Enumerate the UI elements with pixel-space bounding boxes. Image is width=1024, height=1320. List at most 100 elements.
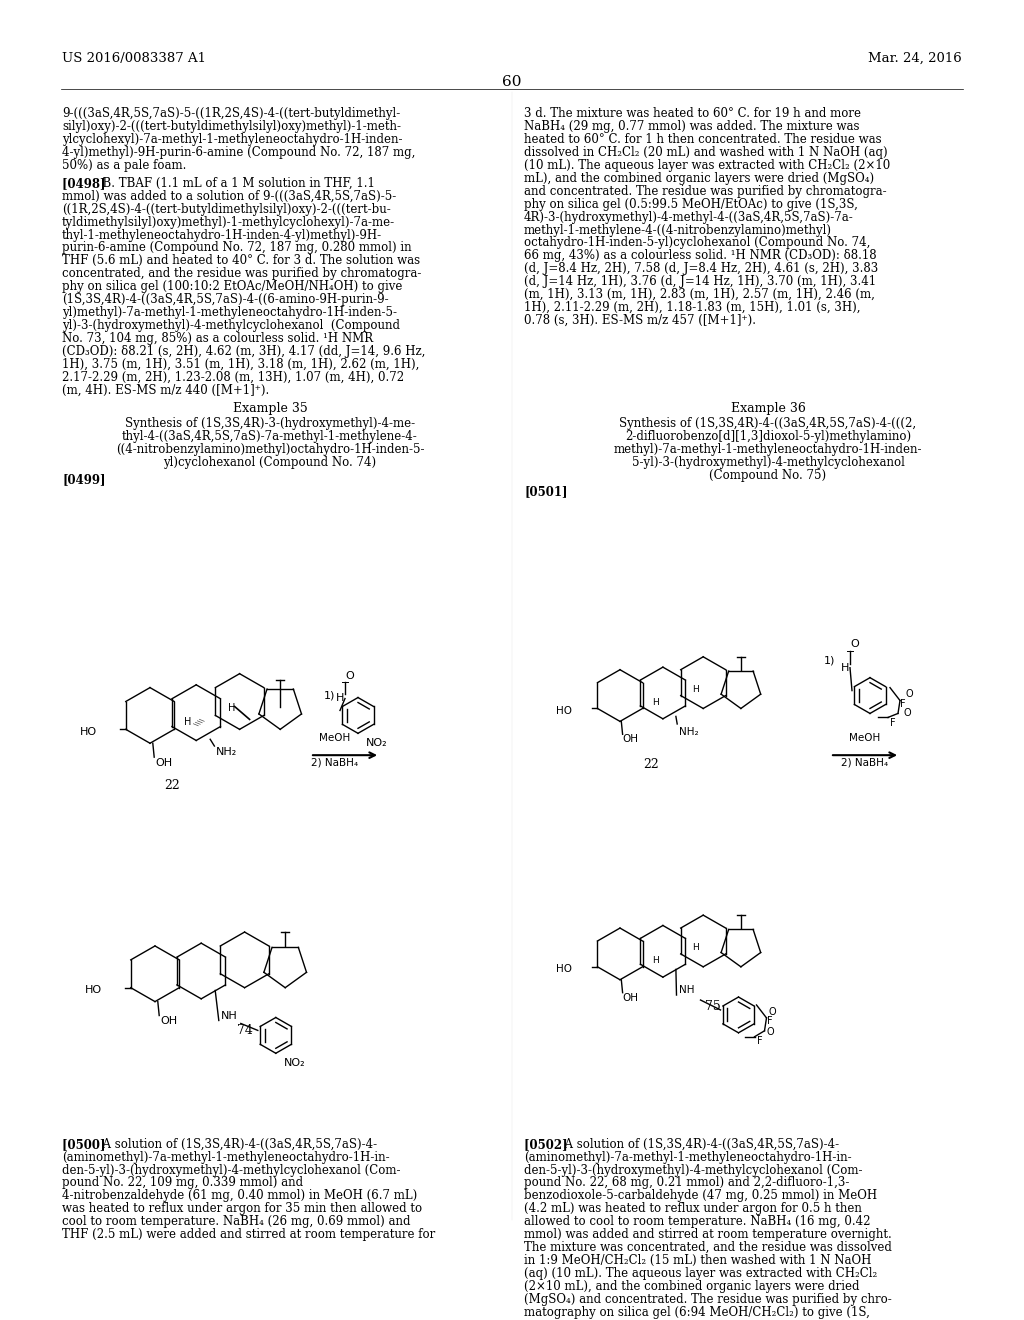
Text: THF (2.5 mL) were added and stirred at room temperature for: THF (2.5 mL) were added and stirred at r… — [62, 1228, 435, 1241]
Text: F: F — [890, 718, 896, 729]
Text: 2) NaBH₄: 2) NaBH₄ — [842, 758, 889, 767]
Text: 4-nitrobenzaldehyde (61 mg, 0.40 mmol) in MeOH (6.7 mL): 4-nitrobenzaldehyde (61 mg, 0.40 mmol) i… — [62, 1189, 417, 1203]
Text: [0499]: [0499] — [62, 473, 105, 486]
Text: NH: NH — [679, 985, 694, 995]
Text: silyl)oxy)-2-(((tert-butyldimethylsilyl)oxy)methyl)-1-meth-: silyl)oxy)-2-(((tert-butyldimethylsilyl)… — [62, 120, 401, 133]
Text: (d, J=14 Hz, 1H), 3.76 (d, J=14 Hz, 1H), 3.70 (m, 1H), 3.41: (d, J=14 Hz, 1H), 3.76 (d, J=14 Hz, 1H),… — [524, 276, 877, 288]
Text: 22: 22 — [643, 758, 658, 771]
Text: 2) NaBH₄: 2) NaBH₄ — [311, 758, 358, 767]
Text: MeOH: MeOH — [319, 733, 350, 743]
Text: yl)cyclohexanol (Compound No. 74): yl)cyclohexanol (Compound No. 74) — [164, 457, 377, 469]
Text: No. 73, 104 mg, 85%) as a colourless solid. ¹H NMR: No. 73, 104 mg, 85%) as a colourless sol… — [62, 331, 373, 345]
Text: 75: 75 — [706, 1001, 721, 1014]
Text: NH: NH — [221, 1011, 238, 1020]
Text: 50%) as a pale foam.: 50%) as a pale foam. — [62, 158, 186, 172]
Text: (m, 1H), 3.13 (m, 1H), 2.83 (m, 1H), 2.57 (m, 1H), 2.46 (m,: (m, 1H), 3.13 (m, 1H), 2.83 (m, 1H), 2.5… — [524, 288, 874, 301]
Text: H: H — [227, 704, 234, 714]
Text: pound No. 22, 109 mg, 0.339 mmol) and: pound No. 22, 109 mg, 0.339 mmol) and — [62, 1176, 303, 1189]
Text: H: H — [336, 693, 344, 702]
Text: 9-(((3aS,4R,5S,7aS)-5-((1R,2S,4S)-4-((tert-butyldimethyl-: 9-(((3aS,4R,5S,7aS)-5-((1R,2S,4S)-4-((te… — [62, 107, 400, 120]
Text: OH: OH — [623, 993, 639, 1003]
Text: was heated to reflux under argon for 35 min then allowed to: was heated to reflux under argon for 35 … — [62, 1203, 422, 1216]
Text: 1): 1) — [824, 656, 836, 665]
Text: HO: HO — [80, 727, 97, 737]
Text: NO₂: NO₂ — [284, 1059, 305, 1068]
Text: HO: HO — [556, 965, 572, 974]
Text: den-5-yl)-3-(hydroxymethyl)-4-methylcyclohexanol (Com-: den-5-yl)-3-(hydroxymethyl)-4-methylcycl… — [524, 1163, 862, 1176]
Text: OH: OH — [161, 1016, 178, 1026]
Text: H: H — [651, 697, 658, 706]
Text: benzodioxole-5-carbaldehyde (47 mg, 0.25 mmol) in MeOH: benzodioxole-5-carbaldehyde (47 mg, 0.25… — [524, 1189, 878, 1203]
Text: Mar. 24, 2016: Mar. 24, 2016 — [868, 51, 962, 65]
Text: 3 d. The mixture was heated to 60° C. for 19 h and more: 3 d. The mixture was heated to 60° C. fo… — [524, 107, 861, 120]
Text: yl)-3-(hydroxymethyl)-4-methylcyclohexanol  (Compound: yl)-3-(hydroxymethyl)-4-methylcyclohexan… — [62, 319, 400, 331]
Text: thyl-4-((3aS,4R,5S,7aS)-7a-methyl-1-methylene-4-: thyl-4-((3aS,4R,5S,7aS)-7a-methyl-1-meth… — [122, 430, 418, 444]
Text: (10 mL). The aqueous layer was extracted with CH₂Cl₂ (2×10: (10 mL). The aqueous layer was extracted… — [524, 158, 890, 172]
Text: (MgSO₄) and concentrated. The residue was purified by chro-: (MgSO₄) and concentrated. The residue wa… — [524, 1292, 892, 1305]
Text: F: F — [757, 1036, 762, 1045]
Text: in 1:9 MeOH/CH₂Cl₂ (15 mL) then washed with 1 N NaOH: in 1:9 MeOH/CH₂Cl₂ (15 mL) then washed w… — [524, 1254, 871, 1267]
Text: tyldimethylsilyl)oxy)methyl)-1-methylcyclohexyl)-7a-me-: tyldimethylsilyl)oxy)methyl)-1-methylcyc… — [62, 215, 395, 228]
Text: methyl-1-methylene-4-((4-nitrobenzylamino)methyl): methyl-1-methylene-4-((4-nitrobenzylamin… — [524, 223, 831, 236]
Text: A solution of (1S,3S,4R)-4-((3aS,4R,5S,7aS)-4-: A solution of (1S,3S,4R)-4-((3aS,4R,5S,7… — [95, 1138, 377, 1151]
Text: The mixture was concentrated, and the residue was dissolved: The mixture was concentrated, and the re… — [524, 1241, 892, 1254]
Text: methyl)-7a-methyl-1-methyleneoctahydro-1H-inden-: methyl)-7a-methyl-1-methyleneoctahydro-1… — [613, 444, 923, 457]
Text: F: F — [767, 1016, 772, 1026]
Text: mmol) was added and stirred at room temperature overnight.: mmol) was added and stirred at room temp… — [524, 1228, 892, 1241]
Text: 4R)-3-(hydroxymethyl)-4-methyl-4-((3aS,4R,5S,7aS)-7a-: 4R)-3-(hydroxymethyl)-4-methyl-4-((3aS,4… — [524, 211, 854, 223]
Text: (4.2 mL) was heated to reflux under argon for 0.5 h then: (4.2 mL) was heated to reflux under argo… — [524, 1203, 862, 1216]
Text: US 2016/0083387 A1: US 2016/0083387 A1 — [62, 51, 206, 65]
Text: and concentrated. The residue was purified by chromatogra-: and concentrated. The residue was purifi… — [524, 185, 887, 198]
Text: Example 36: Example 36 — [730, 403, 806, 416]
Text: ((4-nitrobenzylamino)methyl)octahydro-1H-inden-5-: ((4-nitrobenzylamino)methyl)octahydro-1H… — [116, 444, 424, 457]
Text: purin-6-amine (Compound No. 72, 187 mg, 0.280 mmol) in: purin-6-amine (Compound No. 72, 187 mg, … — [62, 242, 412, 255]
Text: O: O — [346, 671, 354, 681]
Text: NH₂: NH₂ — [216, 747, 237, 756]
Text: ylcyclohexyl)-7a-methyl-1-methyleneoctahydro-1H-inden-: ylcyclohexyl)-7a-methyl-1-methyleneoctah… — [62, 133, 402, 147]
Text: 60: 60 — [502, 74, 522, 88]
Text: OH: OH — [156, 758, 173, 768]
Text: (CD₃OD): δ8.21 (s, 2H), 4.62 (m, 3H), 4.17 (dd, J=14, 9.6 Hz,: (CD₃OD): δ8.21 (s, 2H), 4.62 (m, 3H), 4.… — [62, 345, 425, 358]
Text: H: H — [651, 956, 658, 965]
Text: 0.78 (s, 3H). ES-MS m/z 457 ([M+1]⁺).: 0.78 (s, 3H). ES-MS m/z 457 ([M+1]⁺). — [524, 314, 756, 327]
Text: 2.17-2.29 (m, 2H), 1.23-2.08 (m, 13H), 1.07 (m, 4H), 0.72: 2.17-2.29 (m, 2H), 1.23-2.08 (m, 13H), 1… — [62, 371, 404, 384]
Text: concentrated, and the residue was purified by chromatogra-: concentrated, and the residue was purifi… — [62, 267, 421, 280]
Text: cool to room temperature. NaBH₄ (26 mg, 0.69 mmol) and: cool to room temperature. NaBH₄ (26 mg, … — [62, 1216, 411, 1228]
Text: 1H), 3.75 (m, 1H), 3.51 (m, 1H), 3.18 (m, 1H), 2.62 (m, 1H),: 1H), 3.75 (m, 1H), 3.51 (m, 1H), 3.18 (m… — [62, 358, 420, 371]
Text: phy on silica gel (0.5:99.5 MeOH/EtOAc) to give (1S,3S,: phy on silica gel (0.5:99.5 MeOH/EtOAc) … — [524, 198, 858, 211]
Text: [0500]: [0500] — [62, 1138, 110, 1151]
Text: Synthesis of (1S,3S,4R)-4-((3aS,4R,5S,7aS)-4-(((2,: Synthesis of (1S,3S,4R)-4-((3aS,4R,5S,7a… — [620, 417, 916, 430]
Text: 5-yl)-3-(hydroxymethyl)-4-methylcyclohexanol: 5-yl)-3-(hydroxymethyl)-4-methylcyclohex… — [632, 457, 904, 469]
Text: O: O — [905, 689, 912, 698]
Text: B. TBAF (1.1 mL of a 1 M solution in THF, 1.1: B. TBAF (1.1 mL of a 1 M solution in THF… — [95, 177, 375, 190]
Text: 1): 1) — [325, 690, 336, 701]
Text: H: H — [692, 942, 698, 952]
Text: den-5-yl)-3-(hydroxymethyl)-4-methylcyclohexanol (Com-: den-5-yl)-3-(hydroxymethyl)-4-methylcycl… — [62, 1163, 400, 1176]
Text: 66 mg, 43%) as a colourless solid. ¹H NMR (CD₃OD): δ8.18: 66 mg, 43%) as a colourless solid. ¹H NM… — [524, 249, 877, 263]
Text: 22: 22 — [165, 779, 180, 792]
Text: NH₂: NH₂ — [679, 727, 698, 737]
Text: [0501]: [0501] — [524, 484, 567, 498]
Text: Example 35: Example 35 — [232, 403, 307, 416]
Text: O: O — [903, 709, 910, 718]
Text: THF (5.6 mL) and heated to 40° C. for 3 d. The solution was: THF (5.6 mL) and heated to 40° C. for 3 … — [62, 255, 420, 268]
Text: (1S,3S,4R)-4-((3aS,4R,5S,7aS)-4-((6-amino-9H-purin-9-: (1S,3S,4R)-4-((3aS,4R,5S,7aS)-4-((6-amin… — [62, 293, 389, 306]
Text: O: O — [767, 1027, 774, 1036]
Text: (aminomethyl)-7a-methyl-1-methyleneoctahydro-1H-in-: (aminomethyl)-7a-methyl-1-methyleneoctah… — [524, 1151, 852, 1164]
Text: A solution of (1S,3S,4R)-4-((3aS,4R,5S,7aS)-4-: A solution of (1S,3S,4R)-4-((3aS,4R,5S,7… — [557, 1138, 839, 1151]
Text: (m, 4H). ES-MS m/z 440 ([M+1]⁺).: (m, 4H). ES-MS m/z 440 ([M+1]⁺). — [62, 384, 269, 396]
Text: (d, J=8.4 Hz, 2H), 7.58 (d, J=8.4 Hz, 2H), 4.61 (s, 2H), 3.83: (d, J=8.4 Hz, 2H), 7.58 (d, J=8.4 Hz, 2H… — [524, 263, 879, 276]
Text: O: O — [851, 639, 859, 649]
Text: (Compound No. 75): (Compound No. 75) — [710, 469, 826, 482]
Text: F: F — [900, 698, 905, 709]
Text: thyl-1-methyleneoctahydro-1H-inden-4-yl)methyl)-9H-: thyl-1-methyleneoctahydro-1H-inden-4-yl)… — [62, 228, 382, 242]
Text: O: O — [768, 1007, 776, 1016]
Text: phy on silica gel (100:10:2 EtOAc/MeOH/NH₄OH) to give: phy on silica gel (100:10:2 EtOAc/MeOH/N… — [62, 280, 402, 293]
Text: H: H — [841, 663, 849, 673]
Text: NO₂: NO₂ — [366, 738, 388, 748]
Text: Synthesis of (1S,3S,4R)-3-(hydroxymethyl)-4-me-: Synthesis of (1S,3S,4R)-3-(hydroxymethyl… — [125, 417, 415, 430]
Text: 1H), 2.11-2.29 (m, 2H), 1.18-1.83 (m, 15H), 1.01 (s, 3H),: 1H), 2.11-2.29 (m, 2H), 1.18-1.83 (m, 15… — [524, 301, 860, 314]
Text: (aminomethyl)-7a-methyl-1-methyleneoctahydro-1H-in-: (aminomethyl)-7a-methyl-1-methyleneoctah… — [62, 1151, 389, 1164]
Text: mmol) was added to a solution of 9-(((3aS,4R,5S,7aS)-5-: mmol) was added to a solution of 9-(((3a… — [62, 190, 396, 203]
Text: MeOH: MeOH — [849, 733, 881, 743]
